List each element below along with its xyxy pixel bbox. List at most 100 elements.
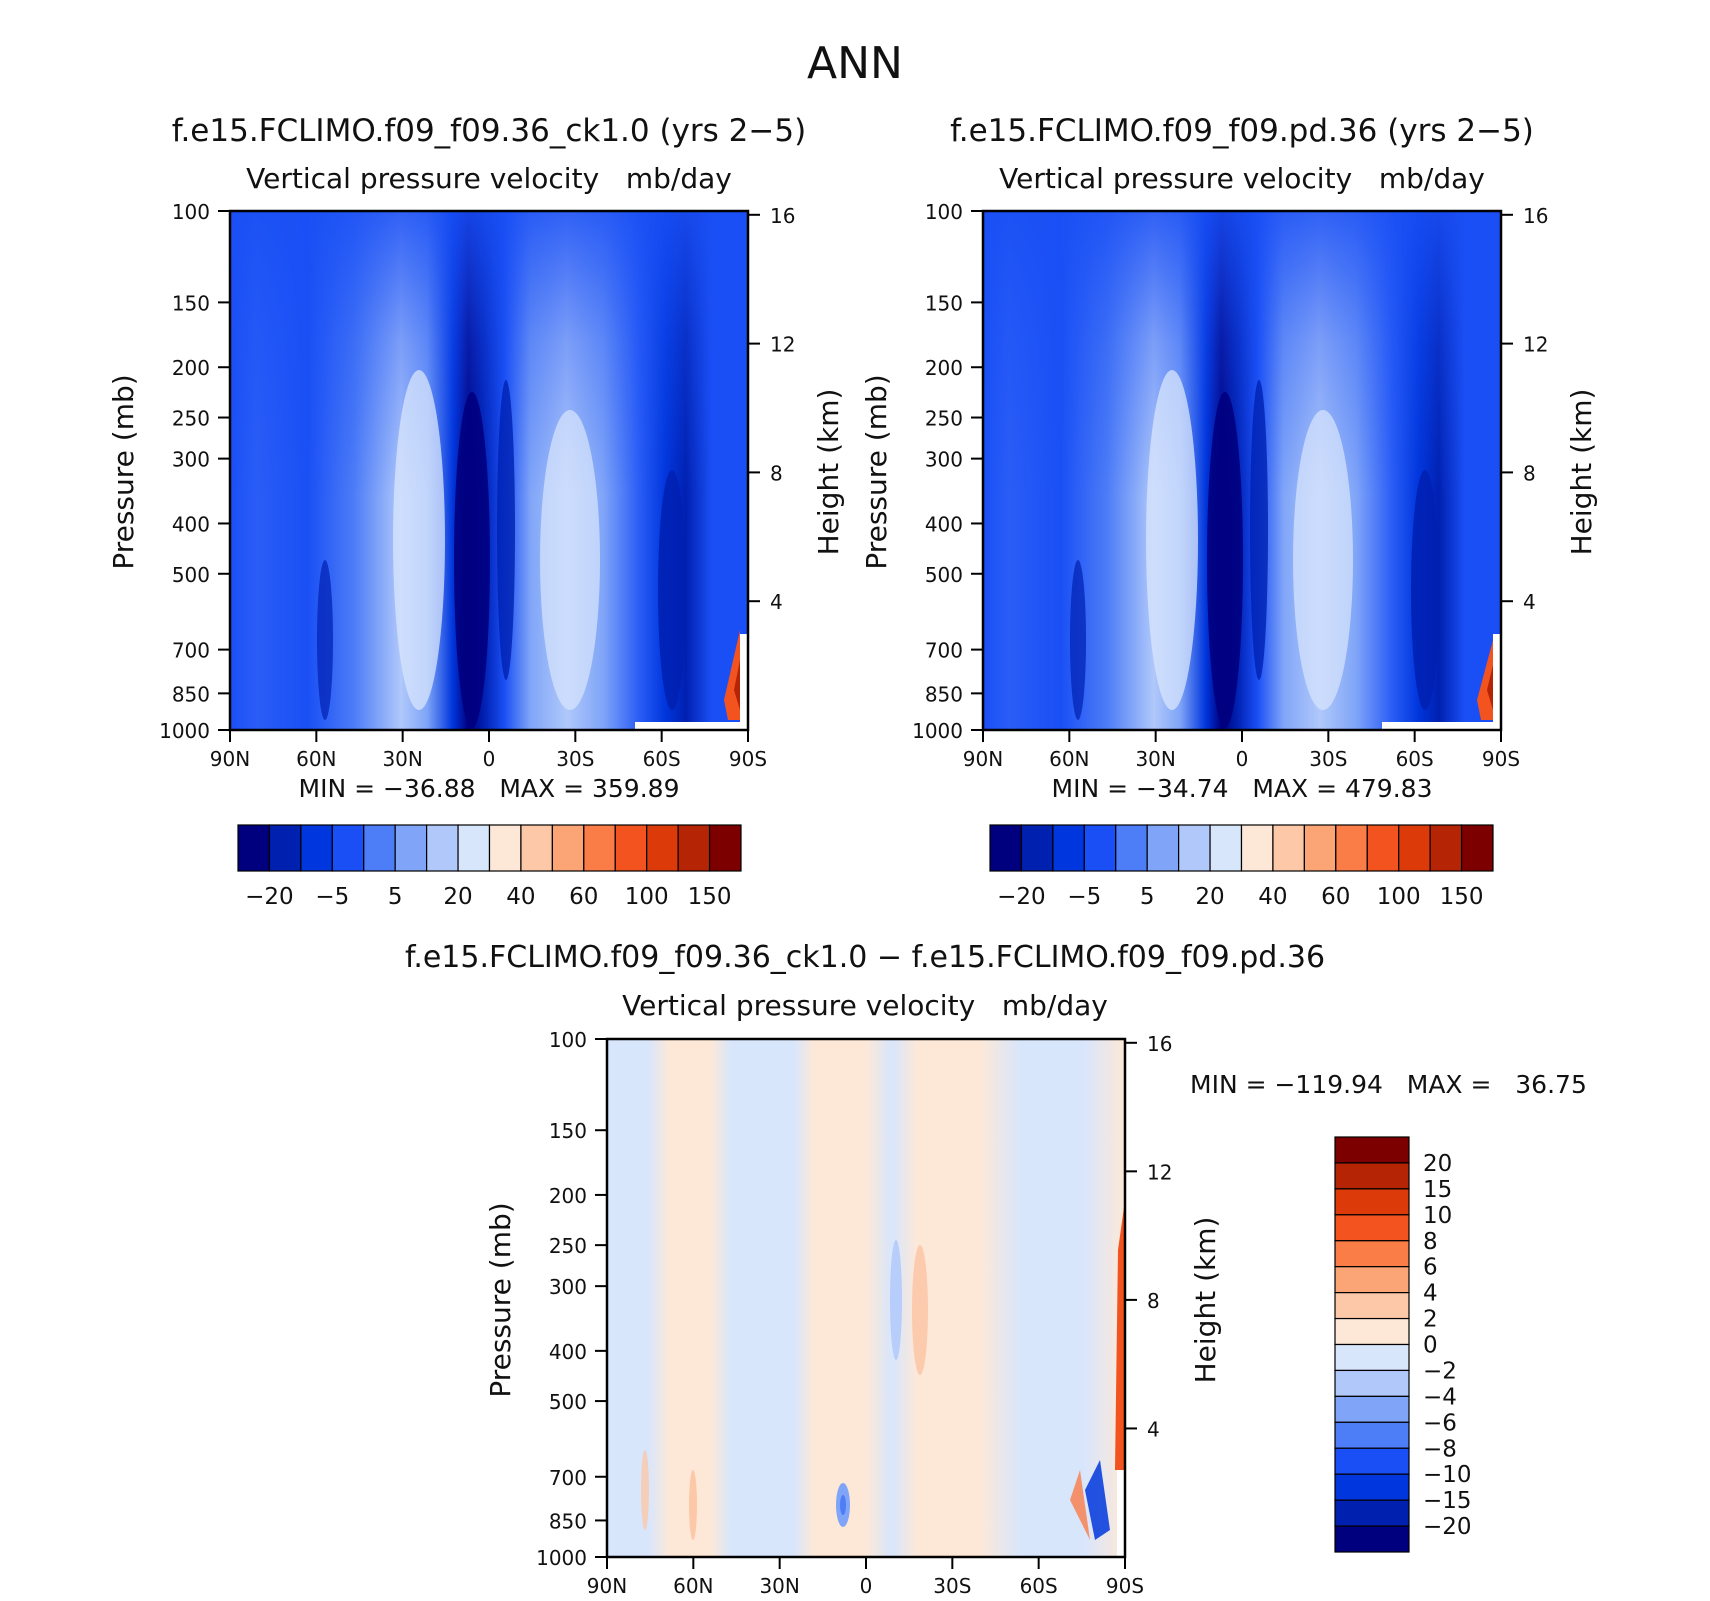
colorbar-swatch <box>1115 824 1148 872</box>
x-tick-label: 90S <box>1482 747 1520 771</box>
y2-tick-label: 12 <box>1523 333 1548 357</box>
y2-tick-label: 8 <box>1147 1289 1160 1313</box>
y2-tick-label: 4 <box>1147 1417 1160 1441</box>
panel-3-minmax: MIN = −119.94 MAX = 36.75 <box>1190 1070 1587 1099</box>
colorbar-swatch <box>1303 824 1337 872</box>
colorbar-swatch <box>1334 1421 1410 1449</box>
colorbar-tick-label: 60 <box>1321 884 1350 910</box>
colorbar-swatch <box>426 824 459 872</box>
colorbar-swatch <box>1429 824 1463 872</box>
colorbar-swatch <box>1334 1447 1410 1475</box>
y-tick-label: 700 <box>172 639 210 663</box>
y-tick-label: 500 <box>549 1390 587 1414</box>
colorbar-swatch <box>583 824 616 872</box>
y-tick-label: 500 <box>925 563 963 587</box>
colorbar-swatch <box>1334 1343 1410 1372</box>
colorbar-tick-label: −20 <box>997 884 1046 910</box>
colorbar-swatch <box>1334 1499 1410 1527</box>
colorbar-swatch <box>1334 1473 1410 1501</box>
colorbar-swatch <box>677 824 711 872</box>
y2-tick-label: 4 <box>770 590 783 614</box>
panel-1-ylabel: Pressure (mb) <box>107 374 140 569</box>
colorbar-swatch <box>1334 1292 1410 1320</box>
colorbar-swatch <box>1209 824 1243 872</box>
colorbar-swatch <box>1334 1395 1410 1423</box>
colorbar-swatch <box>1334 1162 1410 1190</box>
colorbar-tick-label: −4 <box>1423 1384 1457 1410</box>
y-tick-label: 250 <box>925 407 963 431</box>
panel-1-subtitle: Vertical pressure velocity mb/day <box>246 162 732 195</box>
y-tick-label: 1000 <box>912 719 963 743</box>
y-tick-label: 100 <box>172 200 210 224</box>
y-tick-label: 700 <box>925 639 963 663</box>
panel-3-title: f.e15.FCLIMO.f09_f09.36_ck1.0 − f.e15.FC… <box>405 940 1325 975</box>
y-tick-label: 1000 <box>536 1546 587 1570</box>
colorbar-swatch <box>1083 824 1117 872</box>
colorbar-swatch <box>268 824 302 872</box>
colorbar-swatch <box>1334 1317 1410 1346</box>
colorbar-tick-label: 6 <box>1423 1255 1438 1281</box>
panel-3: f.e15.FCLIMO.f09_f09.36_ck1.0 − f.e15.FC… <box>405 940 1587 1598</box>
y2-tick-label: 8 <box>770 461 783 485</box>
y-tick-label: 100 <box>549 1028 587 1052</box>
colorbar-swatch <box>1240 824 1274 872</box>
x-tick-label: 30S <box>556 747 594 771</box>
panel-1-y2-axis: 16 12 8 4 <box>748 204 795 614</box>
panel-1-plot-area <box>228 209 750 732</box>
y2-tick-label: 16 <box>1523 204 1548 228</box>
x-tick-label: 0 <box>483 747 496 771</box>
colorbar-tick-label: 20 <box>1423 1151 1452 1177</box>
colorbar-tick-label: −5 <box>315 884 349 910</box>
colorbar-swatch <box>488 824 522 872</box>
y-tick-label: 150 <box>549 1119 587 1143</box>
y-tick-label: 500 <box>172 563 210 587</box>
y-tick-label: 200 <box>549 1184 587 1208</box>
x-tick-label: 60N <box>1049 747 1089 771</box>
panel-2-y2-axis: 16 12 8 4 <box>1501 204 1548 614</box>
y-tick-label: 400 <box>925 512 963 536</box>
panel-3-x-axis: 90N 60N 30N 0 30S 60S 90S <box>587 1557 1144 1598</box>
colorbar-swatch <box>1178 824 1211 872</box>
colorbar-tick-label: −6 <box>1423 1410 1457 1436</box>
x-tick-label: 60S <box>643 747 681 771</box>
colorbar-swatch <box>708 824 742 872</box>
panel-2-ylabel: Pressure (mb) <box>860 374 893 569</box>
y-tick-label: 100 <box>925 200 963 224</box>
y-tick-label: 300 <box>925 448 963 472</box>
colorbar-swatch <box>1334 1214 1410 1242</box>
colorbar-swatch <box>1335 824 1368 872</box>
y2-tick-label: 12 <box>770 333 795 357</box>
colorbar-tick-label: −20 <box>1423 1514 1472 1540</box>
colorbar-swatch <box>1334 1525 1410 1553</box>
y-tick-label: 150 <box>925 291 963 315</box>
x-tick-label: 90N <box>963 747 1003 771</box>
colorbar-tick-label: −15 <box>1423 1488 1472 1514</box>
y-tick-label: 850 <box>925 682 963 706</box>
colorbar-tick-label: 150 <box>1440 884 1484 910</box>
x-tick-label: 0 <box>860 1574 873 1598</box>
panel-2-minmax: MIN = −34.74 MAX = 479.83 <box>1052 774 1433 803</box>
colorbar-tick-label: 5 <box>388 884 403 910</box>
figure-title: ANN <box>807 38 903 89</box>
colorbar-tick-label: 150 <box>688 884 732 910</box>
colorbar-swatch <box>363 824 396 872</box>
panel-1-y-axis: 100 150 200 250 300 400 500 700 850 1000 <box>159 200 230 743</box>
y-tick-label: 250 <box>549 1234 587 1258</box>
panel-2-x-axis: 90N 60N 30N 0 30S 60S 90S <box>963 730 1520 771</box>
x-tick-label: 60S <box>1020 1574 1058 1598</box>
panel-2-title: f.e15.FCLIMO.f09_f09.pd.36 (yrs 2−5) <box>950 113 1534 149</box>
panel-3-y2-axis: 16 12 8 4 <box>1125 1032 1172 1441</box>
colorbar-swatch <box>237 824 271 872</box>
colorbar-swatch <box>1366 824 1400 872</box>
y2-tick-label: 12 <box>1147 1160 1172 1184</box>
y-tick-label: 400 <box>549 1340 587 1364</box>
colorbar-tick-label: 40 <box>506 884 535 910</box>
colorbar-swatch <box>1020 824 1054 872</box>
panel-1-y2label: Height (km) <box>812 389 845 556</box>
y-tick-label: 300 <box>549 1275 587 1299</box>
y-tick-label: 200 <box>172 356 210 380</box>
y-tick-label: 150 <box>172 291 210 315</box>
panel-3-plot-area <box>605 1037 1127 1559</box>
colorbar-tick-label: 15 <box>1423 1177 1452 1203</box>
